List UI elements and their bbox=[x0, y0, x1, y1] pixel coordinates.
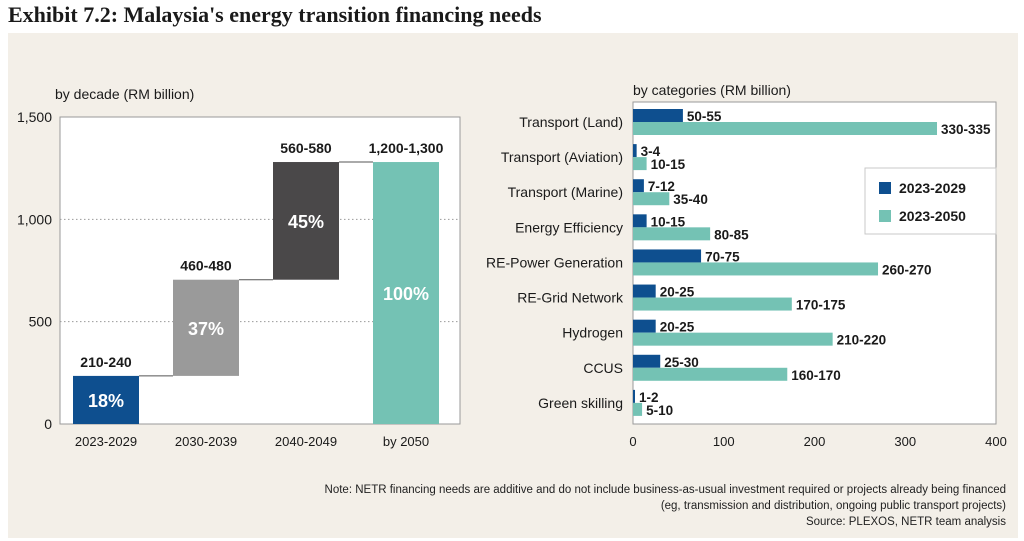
note-line: (eg, transmission and distribution, ongo… bbox=[660, 500, 1006, 512]
note-block: Note: NETR financing needs are additive … bbox=[325, 482, 1006, 530]
bar-value-label: 260-270 bbox=[882, 262, 932, 277]
bar-2023-2029 bbox=[633, 109, 683, 122]
x-category-label: by 2050 bbox=[383, 434, 429, 449]
bar-value-label: 20-25 bbox=[660, 320, 695, 335]
chart-panel: by decade (RM billion) 0 500 1,000 1,500 18% 2… bbox=[8, 33, 1018, 538]
category-bar-chart: by categories (RM billion) 0 100 200 300 400 T… bbox=[486, 82, 1007, 449]
left-y-tick-label: 500 bbox=[29, 314, 53, 330]
share-label: 100% bbox=[383, 284, 429, 304]
bar-2023-2050 bbox=[633, 297, 792, 311]
legend-swatch bbox=[879, 182, 891, 194]
bar-2023-2050 bbox=[633, 192, 670, 206]
note-line: Note: NETR financing needs are additive … bbox=[324, 484, 1006, 496]
range-label: 560-580 bbox=[280, 140, 332, 156]
bar-2023-2029 bbox=[633, 319, 656, 333]
share-label: 45% bbox=[288, 212, 324, 232]
legend-box bbox=[864, 167, 997, 235]
bar-value-label: 50-55 bbox=[687, 109, 722, 124]
bar-value-label: 1-2 bbox=[639, 390, 659, 405]
bar-value-label: 35-40 bbox=[673, 192, 708, 207]
bar-2023-2029 bbox=[633, 284, 656, 298]
bar-value-label: 170-175 bbox=[796, 298, 846, 313]
waterfall-bar bbox=[173, 279, 239, 376]
source-line: Source: PLEXOS, NETR team analysis bbox=[805, 516, 1006, 528]
bar-value-label: 10-15 bbox=[651, 214, 686, 229]
legend-label: 2023-2029 bbox=[899, 180, 966, 196]
bar-2023-2050 bbox=[633, 227, 711, 241]
bar-value-label: 210-220 bbox=[837, 333, 887, 348]
bar-value-label: 160-170 bbox=[791, 368, 841, 383]
bar-value-label: 5-10 bbox=[646, 403, 673, 418]
bar-2023-2050 bbox=[633, 262, 879, 276]
bar-2023-2050 bbox=[633, 402, 643, 416]
bar-2023-2050 bbox=[633, 332, 833, 346]
category-label: RE-Grid Network bbox=[517, 290, 624, 306]
category-label: Energy Efficiency bbox=[515, 219, 623, 235]
waterfall-bar bbox=[373, 162, 439, 424]
legend-label: 2023-2050 bbox=[899, 208, 966, 224]
right-subtitle: by categories (RM billion) bbox=[633, 82, 791, 98]
bar-value-label: 70-75 bbox=[705, 249, 740, 264]
range-label: 210-240 bbox=[80, 354, 132, 370]
share-label: 18% bbox=[88, 391, 124, 411]
waterfall-bar bbox=[73, 375, 139, 424]
range-label: 1,200-1,300 bbox=[369, 140, 444, 156]
right-x-tick-label: 300 bbox=[894, 434, 916, 449]
right-x-tick-label: 200 bbox=[804, 434, 826, 449]
bar-value-label: 25-30 bbox=[664, 355, 699, 370]
bar-value-label: 7-12 bbox=[648, 179, 675, 194]
x-category-label: 2023-2029 bbox=[75, 434, 137, 449]
decade-waterfall-chart: by decade (RM billion) 0 500 1,000 1,500 18% 2… bbox=[17, 86, 461, 449]
bar-2023-2050 bbox=[633, 157, 647, 171]
category-label: Transport (Marine) bbox=[508, 184, 623, 200]
category-label: Transport (Land) bbox=[519, 114, 623, 130]
x-category-label: 2040-2049 bbox=[275, 434, 337, 449]
exhibit-title: Exhibit 7.2: Malaysia's energy transitio… bbox=[8, 2, 542, 27]
range-label: 460-480 bbox=[180, 258, 232, 274]
right-x-tick-label: 0 bbox=[629, 434, 636, 449]
legend-swatch bbox=[879, 210, 891, 222]
bar-value-label: 80-85 bbox=[714, 227, 749, 242]
category-label: Green skilling bbox=[538, 395, 623, 411]
bar-2023-2050 bbox=[633, 367, 788, 381]
right-x-tick-label: 100 bbox=[713, 434, 735, 449]
left-subtitle: by decade (RM billion) bbox=[55, 86, 194, 102]
x-category-label: 2030-2039 bbox=[175, 434, 237, 449]
left-y-tick-label: 1,500 bbox=[17, 109, 52, 125]
bar-2023-2029 bbox=[633, 389, 635, 403]
category-label: CCUS bbox=[583, 360, 623, 376]
bar-2023-2029 bbox=[633, 214, 647, 228]
bar-value-label: 10-15 bbox=[651, 157, 686, 172]
bar-value-label: 3-4 bbox=[641, 144, 661, 159]
bar-2023-2029 bbox=[633, 354, 661, 368]
bar-2023-2029 bbox=[633, 144, 637, 158]
waterfall-bar bbox=[273, 162, 339, 280]
category-label: RE-Power Generation bbox=[486, 254, 623, 270]
left-y-tick-label: 0 bbox=[44, 416, 52, 432]
bar-value-label: 20-25 bbox=[660, 285, 695, 300]
bar-2023-2029 bbox=[633, 249, 702, 263]
bar-2023-2050 bbox=[633, 122, 938, 135]
share-label: 37% bbox=[188, 319, 224, 339]
bar-value-label: 330-335 bbox=[941, 122, 991, 137]
left-y-tick-label: 1,000 bbox=[17, 211, 52, 227]
right-x-tick-label: 400 bbox=[985, 434, 1007, 449]
category-label: Hydrogen bbox=[562, 325, 623, 341]
category-label: Transport (Aviation) bbox=[501, 149, 623, 165]
bar-2023-2029 bbox=[633, 179, 644, 193]
